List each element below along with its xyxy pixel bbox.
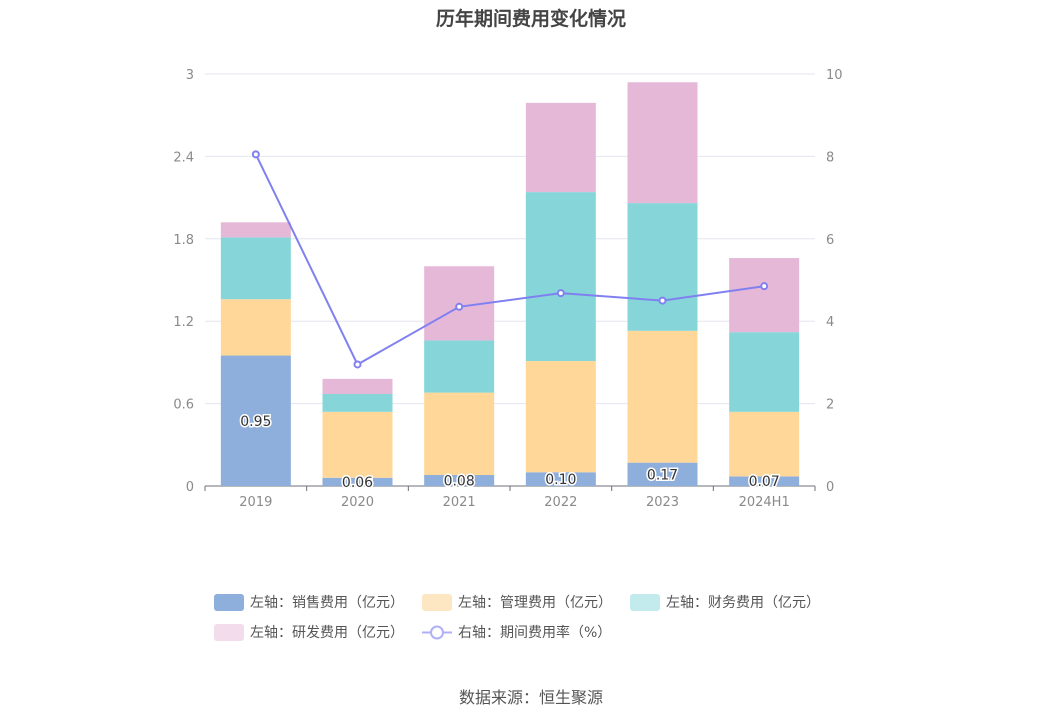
left-axis-tick: 0.6 xyxy=(173,398,194,413)
legend-swatch xyxy=(630,593,660,611)
legend-label: 左轴：管理费用（亿元） xyxy=(458,595,612,611)
bar-segment-4-2023 xyxy=(627,82,698,204)
bar-segment-4-2019 xyxy=(220,222,291,238)
bar-segment-1-2021 xyxy=(424,475,495,486)
bar-segment-3-2019 xyxy=(220,237,291,300)
legend-label: 左轴：研发费用（亿元） xyxy=(250,625,404,641)
bar-segment-4-2024H1 xyxy=(729,258,800,333)
bar-segment-4-2020 xyxy=(322,378,393,394)
bar-segment-1-2020 xyxy=(322,477,393,486)
bar-value-label: 0.08 xyxy=(444,474,475,490)
legend-item[interactable]: 左轴：管理费用（亿元） xyxy=(422,592,612,612)
x-axis-tick: 2021 xyxy=(443,495,476,510)
expense-rate-point-2020 xyxy=(353,360,362,369)
legend-item[interactable]: 左轴：销售费用（亿元） xyxy=(214,592,404,612)
bar-segment-3-2020 xyxy=(322,393,393,412)
bar-segment-1-2019 xyxy=(220,355,291,486)
left-axis-tick: 0 xyxy=(186,480,194,495)
left-axis-tick: 1.8 xyxy=(173,233,194,248)
legend-swatch xyxy=(214,593,244,611)
bar-segment-2-2022 xyxy=(525,361,596,473)
bar-value-label: 0.95 xyxy=(240,414,271,430)
bar-segment-2-2021 xyxy=(424,392,495,476)
x-axis-tick: 2019 xyxy=(239,495,272,510)
source-note: 数据来源：恒生聚源 xyxy=(458,688,603,707)
right-axis-tick: 4 xyxy=(826,315,834,330)
legend-label: 右轴：期间费用率（%） xyxy=(458,625,612,641)
bar-segment-2-2019 xyxy=(220,299,291,356)
left-axis-tick: 3 xyxy=(186,68,194,83)
legend-item[interactable]: 左轴：研发费用（亿元） xyxy=(214,622,404,642)
chart-title: 历年期间费用变化情况 xyxy=(435,8,626,30)
expense-rate-line xyxy=(254,153,765,366)
bar-segment-1-2022 xyxy=(525,472,596,486)
expense-rate-point-2023 xyxy=(658,296,667,305)
x-axis-tick: 2020 xyxy=(341,495,374,510)
expense-rate-point-2022 xyxy=(556,289,565,298)
right-axis-tick: 6 xyxy=(826,233,834,248)
x-axis-tick: 2024H1 xyxy=(739,495,790,510)
bar-segment-4-2022 xyxy=(525,102,596,193)
bar-segment-2-2024H1 xyxy=(729,411,800,477)
bar-segment-3-2021 xyxy=(424,340,495,393)
expense-rate-point-2021 xyxy=(455,302,464,311)
expense-rate-point-2024H1 xyxy=(760,282,769,291)
legend: 左轴：销售费用（亿元） 左轴：管理费用（亿元） 左轴：财务费用（亿元） 左轴：研发费用… xyxy=(214,592,864,642)
legend-swatch xyxy=(422,593,452,611)
right-axis-tick: 8 xyxy=(826,150,834,165)
bar-segment-3-2022 xyxy=(525,192,596,362)
bar-segment-3-2023 xyxy=(627,203,698,331)
expense-rate-point-2019 xyxy=(251,150,260,159)
bar-value-label: 0.06 xyxy=(342,475,373,491)
right-axis-tick: 0 xyxy=(826,480,834,495)
legend-swatch xyxy=(214,623,244,641)
legend-item[interactable]: 左轴：财务费用（亿元） xyxy=(630,592,820,612)
x-axis-tick: 2022 xyxy=(544,495,577,510)
left-axis-tick: 1.2 xyxy=(173,315,194,330)
bar-segment-2-2020 xyxy=(322,411,393,478)
legend-line-icon xyxy=(422,625,452,639)
bar-segment-2-2023 xyxy=(627,330,698,463)
x-axis-tick: 2023 xyxy=(646,495,679,510)
legend-label: 左轴：财务费用（亿元） xyxy=(666,595,820,611)
legend-item[interactable]: 右轴：期间费用率（%） xyxy=(422,622,611,642)
bar-value-label: 0.07 xyxy=(749,474,780,490)
right-axis-tick: 10 xyxy=(826,68,843,83)
left-axis-tick: 2.4 xyxy=(173,150,194,165)
legend-label: 左轴：销售费用（亿元） xyxy=(250,595,404,611)
bar-value-label: 0.17 xyxy=(647,467,678,483)
right-axis-tick: 2 xyxy=(826,398,834,413)
bar-segment-3-2024H1 xyxy=(729,332,800,412)
bar-segment-1-2024H1 xyxy=(729,476,800,486)
bar-segment-1-2023 xyxy=(627,462,698,486)
bar-value-label: 0.10 xyxy=(545,472,576,488)
